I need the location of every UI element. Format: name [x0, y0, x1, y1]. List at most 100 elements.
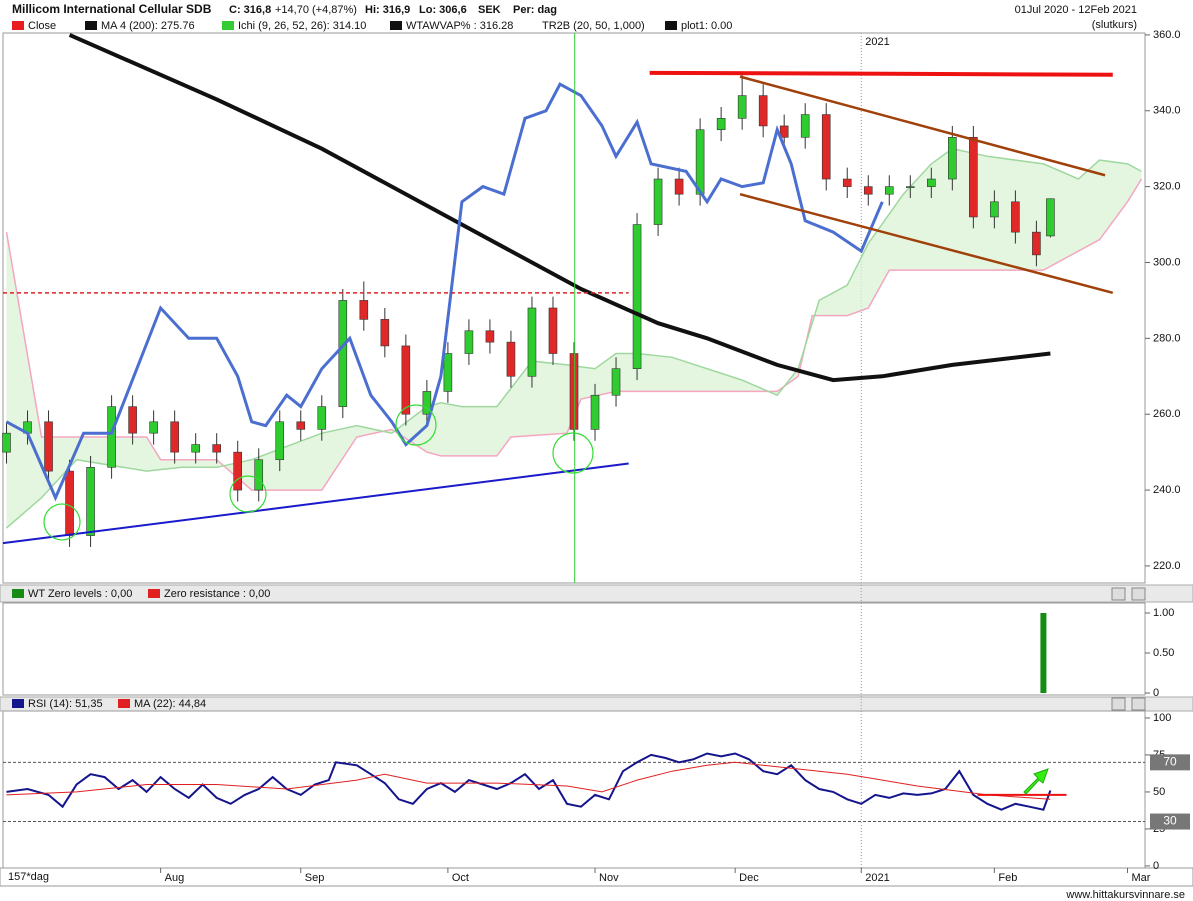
year-label: 2021: [865, 36, 889, 48]
interval-label: 157*dag: [8, 871, 49, 883]
candle-body: [380, 319, 390, 347]
candle-body: [317, 406, 327, 430]
x-tick-label: Oct: [452, 872, 469, 884]
candle-body: [1032, 231, 1041, 256]
rsi-panel: [2, 710, 1146, 869]
candle-body: [800, 114, 810, 138]
legend-swatch: [665, 21, 677, 30]
circle: [552, 432, 594, 474]
icon-tool[interactable]: [1111, 587, 1126, 601]
quote-item: Hi: 316,9: [365, 4, 410, 16]
legend-swatch: [118, 699, 130, 708]
trend-line: [649, 70, 1113, 77]
trend-line: [739, 75, 1106, 177]
legend-swatch: [12, 589, 24, 598]
legend-label: MA 4 (200): 275.76: [101, 20, 195, 32]
y-tick-label: 100: [1153, 712, 1171, 724]
circle: [43, 503, 81, 541]
candle-body: [611, 368, 621, 396]
period: 01Jul 2020 - 12Feb 2021: [1015, 4, 1137, 16]
candle-body: [863, 186, 873, 195]
candle-body: [758, 95, 768, 127]
wt-header: [0, 584, 1193, 603]
icon-close[interactable]: [1131, 587, 1146, 601]
series-line: [5, 82, 884, 502]
candle-body: [443, 353, 453, 392]
trend-line: [2, 462, 629, 545]
candle-body: [716, 118, 726, 131]
candle-body: [969, 137, 978, 218]
candle-body: [884, 186, 894, 195]
price-type: (slutkurs): [1092, 19, 1137, 31]
cloud-fill: [6, 148, 1142, 529]
candle-body: [338, 300, 348, 407]
icon-tool[interactable]: [1111, 697, 1126, 711]
series-line: [6, 761, 1051, 800]
quote-item: Lo: 306,6: [419, 4, 467, 16]
wt-panel: [2, 602, 1146, 696]
y-tick-label: 300.0: [1153, 256, 1181, 268]
icon-close[interactable]: [1131, 697, 1146, 711]
candle-body: [737, 95, 747, 119]
candle-body: [674, 178, 684, 195]
level-box: [1150, 813, 1190, 830]
watermark: www.hittakursvinnare.se: [1065, 889, 1185, 901]
series-line: [68, 33, 1051, 383]
candle-body: [149, 421, 158, 434]
candle-body: [548, 307, 558, 354]
candle-body: [128, 406, 137, 434]
candle-body: [632, 224, 642, 369]
chart-title: Millicom International Cellular SDB: [12, 2, 212, 16]
y-tick-label: 240.0: [1153, 484, 1181, 496]
legend-swatch: [222, 21, 234, 30]
y-tick-label: 50: [1153, 786, 1165, 798]
level-label: 30: [1163, 814, 1177, 828]
candle-body: [990, 201, 999, 218]
level-box: [1150, 754, 1190, 771]
y-tick-label: 220.0: [1153, 560, 1181, 572]
quote-item: Per: dag: [513, 4, 557, 16]
y-tick-label: 0: [1153, 860, 1159, 872]
price-panel: [2, 32, 1146, 584]
trend-line: [739, 192, 1114, 295]
y-tick-label: 260.0: [1153, 408, 1181, 420]
legend-label: Ichi (9, 26, 52, 26): 314.10: [238, 20, 366, 32]
legend-label: RSI (14): 51,35: [28, 698, 103, 710]
candle-body: [212, 444, 221, 453]
candle-body: [527, 307, 537, 377]
y-tick-label: 360.0: [1153, 29, 1181, 41]
candle-body: [842, 178, 852, 187]
candle-body: [296, 421, 306, 430]
y-tick-label: 320.0: [1153, 181, 1181, 193]
quote-item: SEK: [478, 4, 501, 16]
candle-body: [2, 432, 11, 453]
candle-body: [86, 467, 95, 536]
candle-body: [590, 394, 600, 430]
legend-label: MA (22): 44,84: [134, 698, 206, 710]
x-tick-label: 2021: [865, 872, 889, 884]
candle-body: [569, 353, 579, 430]
candle-body: [506, 341, 516, 377]
candle-body: [927, 178, 936, 187]
plot-layer: Aug Sep Oct Nov Dec 2021 2021 Feb Mar 360.0 340.0 3…: [2, 29, 1190, 884]
candle-body: [1011, 201, 1020, 233]
level-label: 70: [1163, 755, 1177, 769]
bar: [1040, 613, 1047, 693]
x-tick-label: Dec: [739, 872, 759, 884]
candle-body: [254, 459, 264, 491]
date-axis: [0, 867, 1193, 887]
candle-body: [275, 421, 285, 461]
legend-label: plot1: 0.00: [681, 20, 732, 32]
candle-body: [905, 186, 915, 188]
series-line: [6, 752, 1052, 811]
quote-item: C: 316,8: [229, 4, 271, 16]
candle-body: [779, 125, 789, 138]
y-tick-label: 0.50: [1153, 647, 1174, 659]
candle-body: [464, 330, 474, 354]
candle-body: [695, 129, 705, 195]
candle-body: [65, 470, 74, 536]
y-tick-label: 340.0: [1153, 105, 1181, 117]
x-tick-label: Feb: [998, 872, 1017, 884]
legend-swatch: [148, 589, 160, 598]
